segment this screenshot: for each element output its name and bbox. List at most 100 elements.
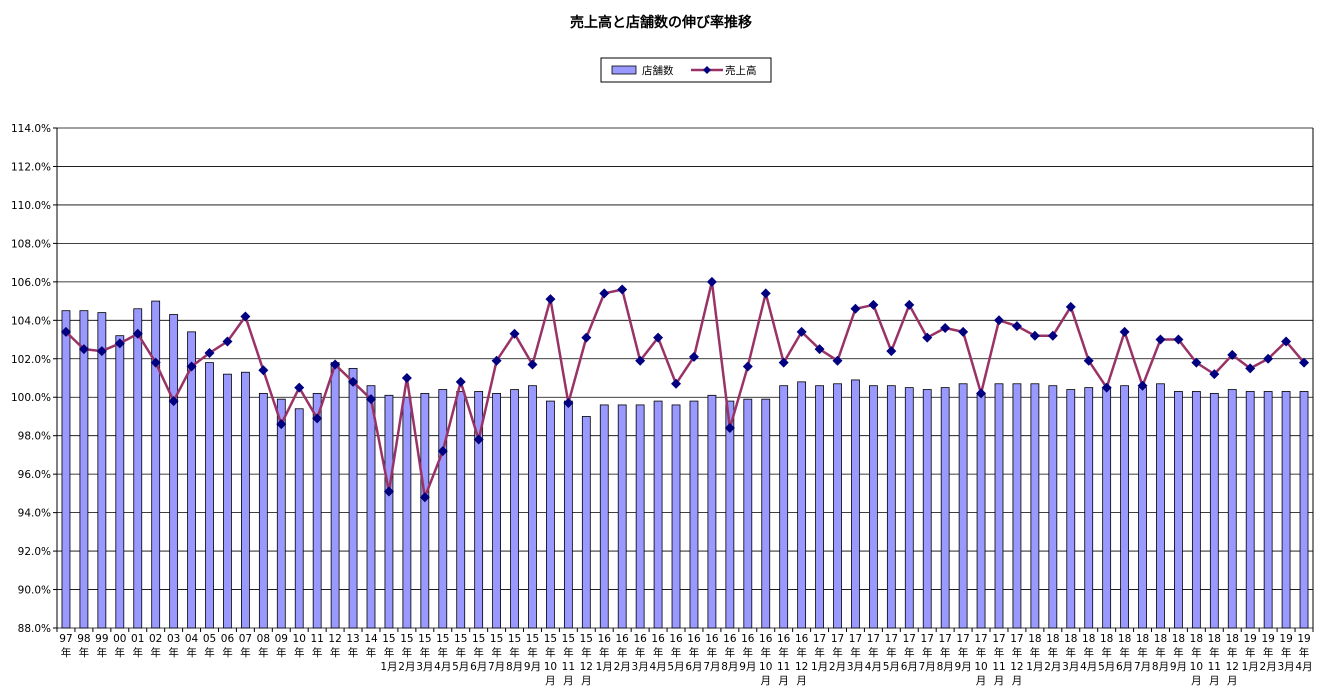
y-tick-label: 106.0% xyxy=(11,277,51,289)
x-tick-label: 15 年 3月 xyxy=(416,633,433,673)
x-tick-label: 14 年 xyxy=(364,633,378,659)
marker xyxy=(1101,382,1112,393)
bar xyxy=(223,373,232,629)
marker xyxy=(994,315,1004,326)
bar xyxy=(151,300,161,629)
y-tick-label: 96.0% xyxy=(18,469,51,481)
bar xyxy=(976,392,986,629)
x-tick-label: 18 年 11 月 xyxy=(1208,633,1221,687)
bar xyxy=(922,389,932,629)
marker xyxy=(419,492,430,503)
chart-title: 売上高と店舗数の伸び率推移 xyxy=(570,14,752,31)
bar xyxy=(563,400,573,629)
x-tick-label: 99 年 xyxy=(95,633,108,659)
x-tick-label: 02 年 xyxy=(149,633,162,659)
bar xyxy=(617,404,627,629)
x-tick-label: 16 年 8月 xyxy=(721,633,738,673)
marker xyxy=(563,398,574,408)
x-tick-label: 17 年 2月 xyxy=(829,633,846,673)
marker xyxy=(688,351,699,362)
x-tick-label: 17 年 11 月 xyxy=(992,633,1005,687)
bar xyxy=(958,383,968,629)
marker xyxy=(635,355,646,366)
marker xyxy=(922,332,933,343)
marker xyxy=(868,299,879,310)
x-tick-label: 15 年 6月 xyxy=(470,633,487,673)
bar xyxy=(904,387,914,629)
legend-label: 売上高 xyxy=(725,64,757,77)
marker xyxy=(1263,353,1274,364)
marker xyxy=(78,344,89,355)
x-tick-label: 16 年 12 月 xyxy=(795,633,809,687)
bar xyxy=(1191,391,1201,629)
x-tick-label: 18 年 1月 xyxy=(1026,633,1043,673)
bar xyxy=(438,389,448,629)
bar xyxy=(420,392,430,629)
marker xyxy=(958,326,969,337)
x-tick-label: 16 年 4月 xyxy=(649,633,666,673)
bar xyxy=(1263,391,1273,629)
bar xyxy=(1227,389,1237,629)
bar xyxy=(276,398,286,629)
bar xyxy=(1156,383,1165,629)
marker xyxy=(1155,334,1166,345)
x-tick-label: 13 年 xyxy=(346,633,359,659)
marker xyxy=(778,357,789,368)
bar xyxy=(240,371,250,629)
bar xyxy=(330,362,340,629)
x-tick-label: 16 年 9月 xyxy=(739,633,756,673)
legend-swatch xyxy=(611,65,637,75)
bar xyxy=(1245,391,1255,629)
x-tick-label: 15 年 2月 xyxy=(398,633,415,673)
bar xyxy=(1066,389,1076,629)
bar xyxy=(671,404,681,629)
marker xyxy=(276,419,287,430)
marker xyxy=(204,348,215,358)
bar xyxy=(1174,391,1183,629)
bar xyxy=(366,385,376,629)
x-tick-label: 17 年 1月 xyxy=(811,633,828,673)
bar xyxy=(61,310,71,629)
marker xyxy=(150,357,161,368)
x-tick-label: 17 年 9月 xyxy=(955,633,972,673)
x-tick-label: 15 年 4月 xyxy=(434,633,451,673)
marker xyxy=(706,276,717,287)
x-tick-label: 15 年 5月 xyxy=(452,633,469,673)
marker xyxy=(653,332,664,343)
x-tick-label: 00 年 xyxy=(113,633,126,659)
bar xyxy=(1299,391,1309,629)
bar xyxy=(940,387,950,629)
x-tick-label: 18 年 3月 xyxy=(1062,633,1079,673)
bar xyxy=(1048,385,1058,629)
bar xyxy=(1120,385,1129,629)
x-tick-label: 18 年 4月 xyxy=(1080,633,1097,673)
marker xyxy=(60,326,71,337)
x-tick-label: 10 年 xyxy=(293,633,306,659)
x-tick-label: 17 年 3月 xyxy=(847,633,864,673)
x-tick-label: 19 年 2月 xyxy=(1260,633,1277,673)
bar xyxy=(689,400,699,629)
marker xyxy=(545,294,556,305)
bar xyxy=(205,362,214,629)
y-tick-label: 112.0% xyxy=(11,161,51,173)
marker xyxy=(1137,380,1148,391)
x-tick-label: 16 年 2月 xyxy=(614,633,631,673)
bar xyxy=(869,385,878,629)
x-tick-label: 17 年 4月 xyxy=(865,633,882,673)
bar xyxy=(115,335,125,629)
x-tick-label: 15 年 8月 xyxy=(506,633,523,673)
marker xyxy=(294,382,305,393)
bar xyxy=(546,400,555,629)
bar xyxy=(384,394,394,629)
x-tick-label: 19 年 4月 xyxy=(1295,633,1312,673)
marker xyxy=(1209,369,1220,380)
bar xyxy=(635,404,645,629)
x-tick-label: 17 年 6月 xyxy=(901,633,918,673)
bar xyxy=(258,392,268,629)
y-tick-label: 98.0% xyxy=(18,431,51,443)
bar xyxy=(474,391,484,629)
x-tick-label: 07 年 xyxy=(239,633,252,659)
bar xyxy=(1030,383,1040,629)
x-tick-label: 97 年 xyxy=(59,633,72,659)
